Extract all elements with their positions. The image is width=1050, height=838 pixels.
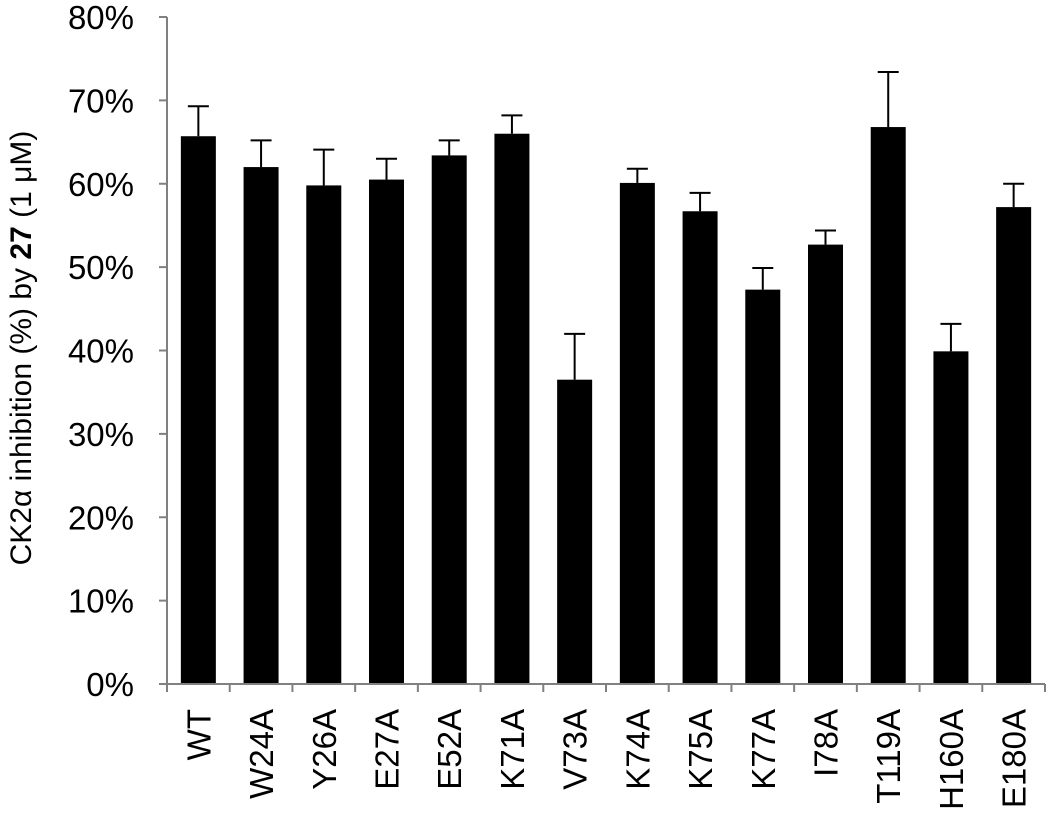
bar-y26a — [306, 185, 342, 685]
x-tick-label-i78a: I78A — [808, 709, 845, 777]
bar-w24a — [243, 167, 279, 684]
y-tick-label: 80% — [68, 0, 134, 36]
x-tick-label-k71a: K71A — [494, 709, 531, 790]
x-tick-label-v73a: V73A — [557, 709, 594, 790]
y-tick-label: 50% — [68, 249, 134, 286]
y-tick-label: 10% — [68, 583, 134, 620]
y-tick-label: 40% — [68, 333, 134, 370]
y-axis-title-compound: 27 — [5, 226, 38, 259]
y-tick-label: 30% — [68, 416, 134, 453]
x-tick-label-e27a: E27A — [369, 709, 406, 790]
bar-wt — [180, 136, 216, 684]
x-tick-label-e52a: E52A — [431, 709, 468, 790]
bar-k71a — [494, 133, 530, 685]
x-tick-label-k77a: K77A — [745, 709, 782, 790]
y-tick-label: 0% — [86, 666, 134, 703]
bar-e27a — [369, 179, 404, 685]
y-tick-label: 20% — [68, 499, 134, 536]
bar-t119a — [870, 127, 906, 685]
x-tick-label-h160a: H160A — [933, 709, 970, 810]
y-axis-title-part-3: (1 μM) — [5, 131, 38, 227]
bars — [180, 71, 1032, 685]
bar-h160a — [933, 351, 969, 684]
y-tick-label: 60% — [68, 166, 134, 203]
x-tick-label-k75a: K75A — [682, 709, 719, 790]
x-tick-label-wt: WT — [180, 709, 217, 760]
bar-k75a — [682, 211, 718, 685]
bar-k74a — [619, 182, 655, 684]
x-tick-label-k74a: K74A — [619, 709, 656, 790]
y-tick-label: 70% — [68, 82, 134, 119]
y-axis-title: CK2α inhibition (%) by 27 (1 μM) — [5, 131, 38, 566]
bar-e52a — [431, 155, 467, 685]
x-tick-label-e180a: E180A — [996, 709, 1033, 808]
y-axis: 0% 10% 20% 30% 40% 50% 60% 70% 80% — [68, 0, 168, 703]
bar-e180a — [996, 207, 1032, 684]
x-tick-label-y26a: Y26A — [306, 709, 343, 790]
x-tick-label-t119a: T119A — [870, 709, 907, 804]
x-tick-label-w24a: W24A — [243, 709, 280, 799]
bar-k77a — [745, 289, 781, 684]
bar-v73a — [557, 379, 593, 684]
bar-i78a — [808, 244, 843, 684]
x-axis: WT W24A Y26A E27A E52A K71A V73A K74A K75A K77A I7… — [166, 683, 1046, 810]
y-axis-title-part-1: CK2α inhibition (%) by — [5, 260, 38, 566]
